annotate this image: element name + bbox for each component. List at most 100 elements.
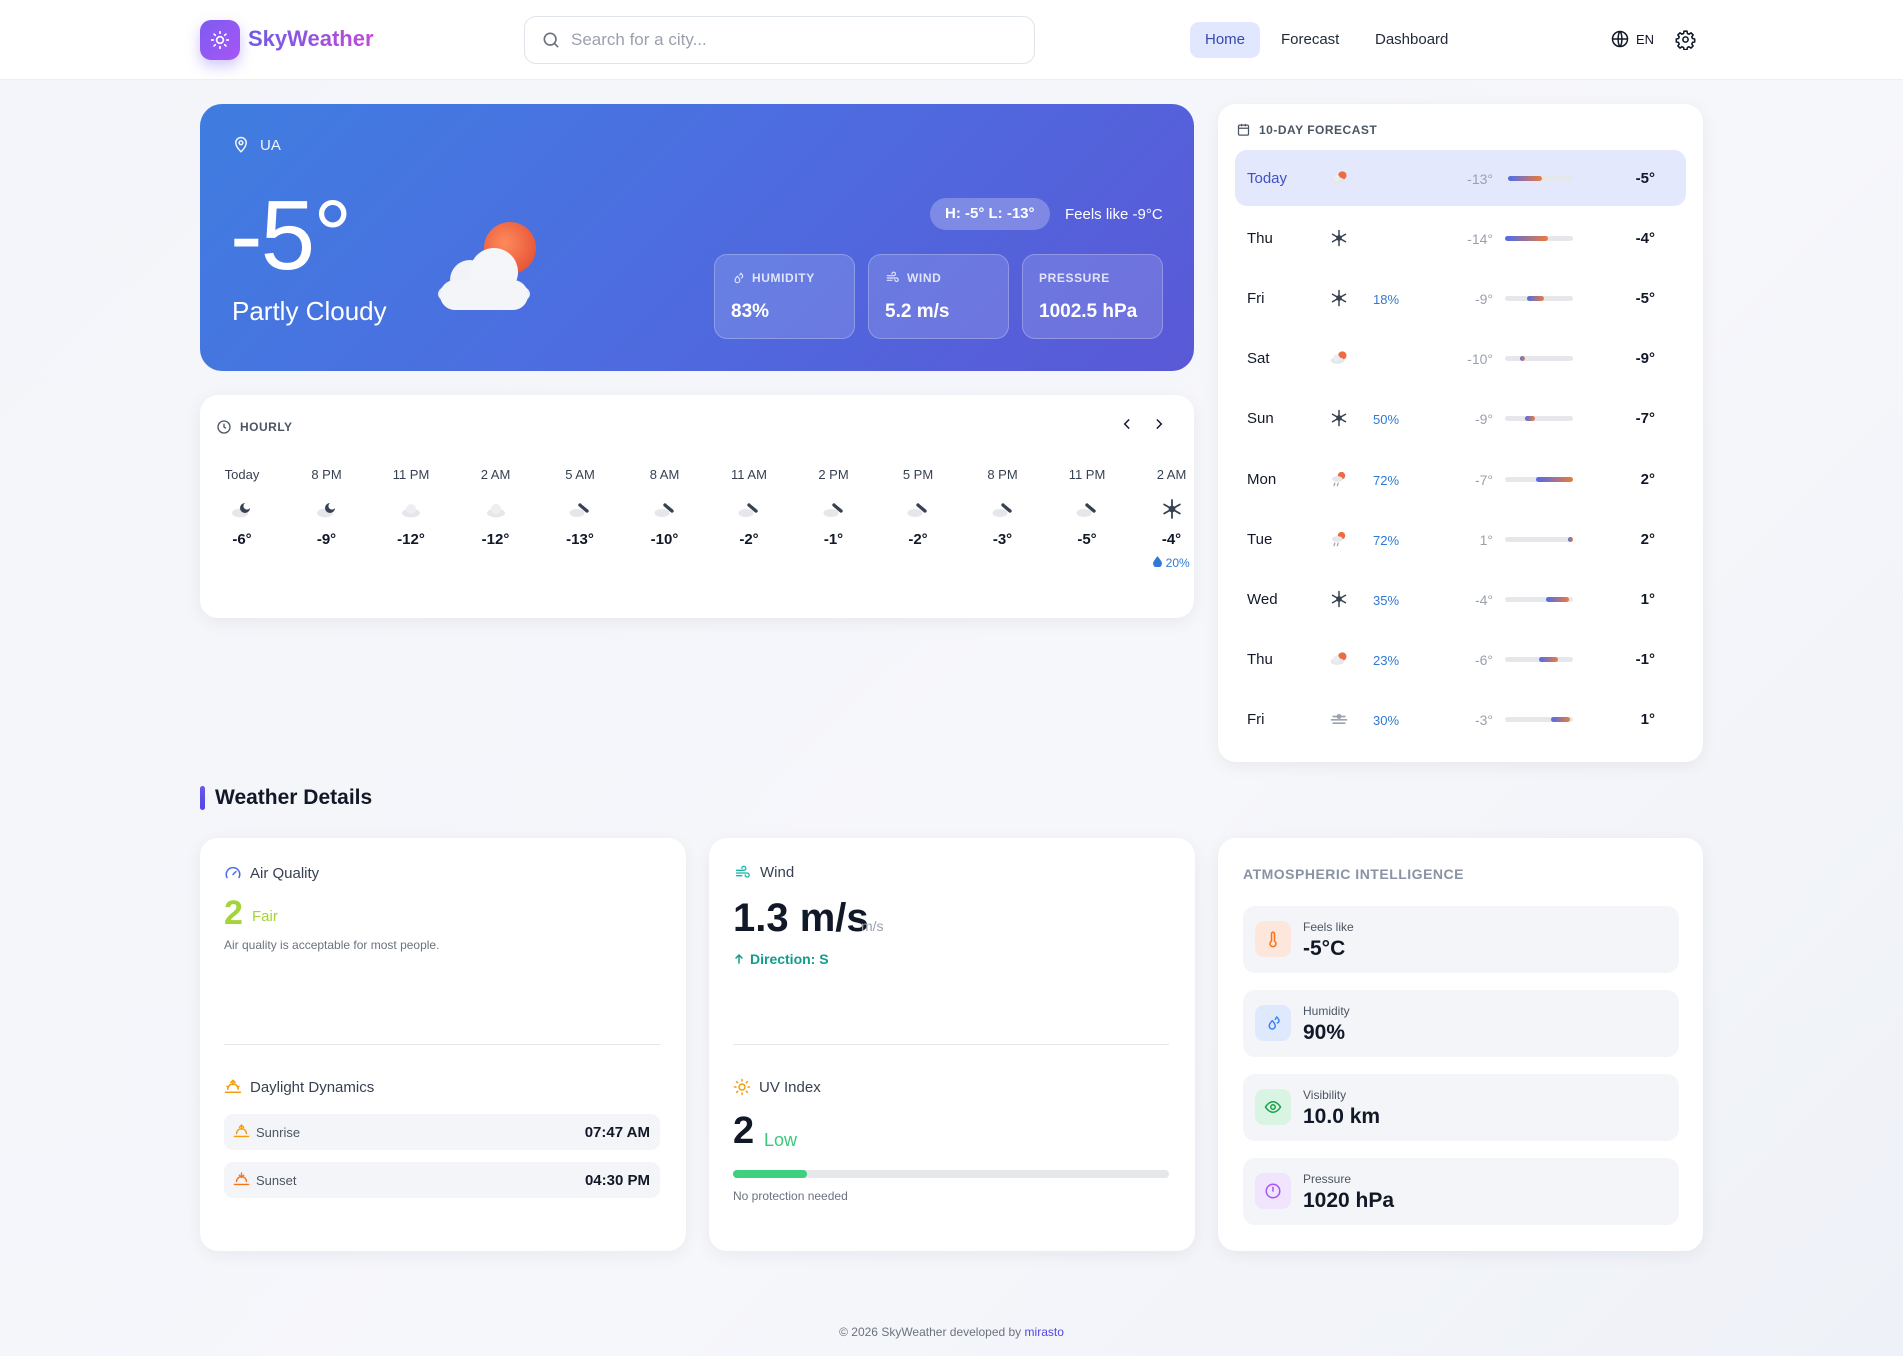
nav-forecast[interactable]: Forecast [1281,31,1340,48]
snowflake-icon [1327,226,1351,250]
temperature-range-bar [1505,416,1573,422]
broken-clouds-icon [961,489,1045,529]
hourly-temp: -2° [908,531,928,548]
wind-direction-text: Direction: S [750,951,829,967]
air-quality-label: Fair [252,908,278,925]
humidity-value: 83% [731,301,770,322]
hourly-temp: -9° [316,531,337,548]
forecast-day-row[interactable]: Thu 23% -6° -1° [1235,631,1686,687]
hourly-precipitation [792,556,876,570]
hourly-time: 2 AM [1156,467,1187,482]
sunrise-time: 07:47 AM [584,1124,650,1141]
footer-text: © 2026 SkyWeather developed by [839,1325,1022,1339]
forecast-day-row[interactable]: Fri 30% -3° 1° [1235,691,1686,747]
hourly-time: 8 AM [649,467,680,482]
hourly-item: 2 AM -4° 20% [1130,467,1195,570]
forecast-high: -7° [1635,410,1655,428]
uv-label: Low [764,1130,798,1150]
forecast-day-name: Wed [1247,590,1278,608]
pressure-stat: PRESSURE 1002.5 hPa [1022,254,1163,339]
hourly-precipitation [876,556,960,570]
search-icon [543,32,559,48]
gear-icon [1675,30,1696,51]
temperature-range-fill [1526,296,1545,302]
language-switcher[interactable]: EN [1610,29,1654,49]
hourly-time: 8 PM [311,467,342,482]
humidity-stat: HUMIDITY 83% [714,254,855,339]
hourly-precipitation [623,556,707,570]
wind-speed: 1.3 m/s [733,896,869,940]
chevron-left-icon[interactable] [1120,417,1134,431]
hourly-precipitation [961,556,1045,570]
wind-direction: Direction: S [733,951,829,967]
hourly-temp: -5° [1077,531,1097,548]
temperature-range-fill [1525,416,1535,422]
hourly-precipitation [200,556,284,570]
nav-home[interactable]: Home [1190,22,1261,58]
logo-badge[interactable] [200,20,240,60]
hourly-time: Today [224,467,260,482]
atmo-pressure: Pressure 1020 hPa [1243,1158,1679,1225]
snowflake-icon [1130,489,1195,529]
language-label: EN [1636,31,1655,47]
temperature-range-bar [1505,596,1573,602]
forecast-low: -9° [1474,411,1493,428]
hourly-temp: -2° [739,531,759,548]
night-cloud-icon [200,489,284,529]
hourly-precipitation [538,556,622,570]
broken-clouds-icon [538,489,622,529]
forecast-high: 1° [1640,710,1655,728]
daylight-header: Daylight Dynamics [224,1078,374,1096]
hourly-time: 11 AM [731,467,767,482]
hourly-forecast-card: HOURLY Today -6° 8 PM -9° 11 PM -12° 2 A… [200,395,1194,618]
nav-dashboard[interactable]: Dashboard [1375,31,1449,48]
hourly-temp: -10° [650,531,679,548]
sun-logo-icon [210,30,230,50]
sunrise-icon [233,1124,250,1138]
settings-button[interactable] [1675,29,1696,55]
chevron-right-icon[interactable] [1152,417,1166,431]
snowflake-icon [1327,406,1351,430]
hourly-temp: -6° [232,531,252,548]
atmo-value: 90% [1303,1021,1346,1044]
snowflake-icon [1327,587,1351,611]
air-quality-title: Air Quality [250,864,320,882]
temperature-range-fill [1505,236,1548,242]
atmo-label: Pressure [1303,1172,1352,1186]
globe-icon [1611,30,1629,48]
forecast-day-row[interactable]: Tue 72% 1° 2° [1235,511,1686,567]
forecast-day-row[interactable]: Today -13° -5° [1235,150,1686,206]
forecast-low: -10° [1467,351,1493,368]
forecast-high: -9° [1635,350,1655,368]
atmo-label: Visibility [1303,1088,1347,1102]
gauge-icon [1265,1183,1281,1199]
fog-icon [1327,707,1351,731]
forecast-low: -3° [1474,711,1493,728]
forecast-high: -4° [1635,230,1655,248]
app-name[interactable]: SkyWeather [248,26,374,51]
droplet-icon [1153,556,1163,568]
forecast-day-row[interactable]: Thu -14° -4° [1235,210,1686,266]
forecast-day-row[interactable]: Fri 18% -9° -5° [1235,270,1686,326]
wind-unit: m/s [861,918,884,934]
forecast-low: -6° [1474,651,1493,668]
temperature-range-fill [1567,536,1573,542]
footer-author-link[interactable]: mirasto [1024,1325,1064,1339]
search-input[interactable] [571,17,1011,63]
forecast-day-row[interactable]: Sat -10° -9° [1235,330,1686,386]
search-box[interactable] [524,16,1035,64]
forecast-day-row[interactable]: Mon 72% -7° 2° [1235,451,1686,507]
hourly-item: 11 PM -12° [369,467,453,570]
forecast-day-name: Sat [1247,350,1270,368]
gauge-icon [225,866,241,879]
wind-label: WIND [907,271,942,285]
sunrise-icon [224,1079,242,1093]
forecast-high: 2° [1640,470,1655,488]
forecast-day-row[interactable]: Sun 50% -9° -7° [1235,390,1686,446]
hourly-temp: -1° [823,531,844,548]
forecast-day-name: Fri [1247,710,1265,728]
snowflake-icon [1327,286,1351,310]
forecast-day-name: Fri [1247,290,1265,308]
forecast-day-row[interactable]: Wed 35% -4° 1° [1235,571,1686,627]
daylight-title: Daylight Dynamics [250,1078,375,1096]
